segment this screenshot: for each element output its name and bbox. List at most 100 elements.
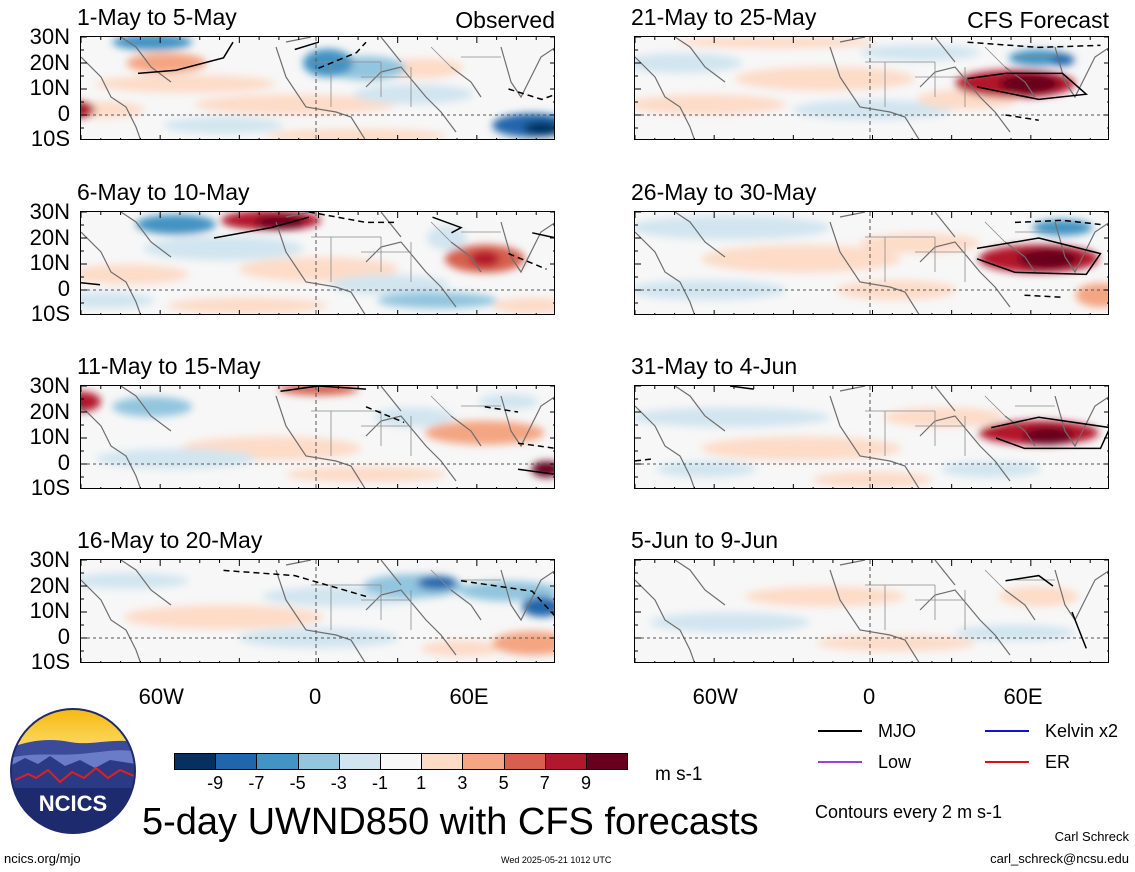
- colorbar-tick-label: 1: [416, 773, 427, 793]
- anomaly-region: [458, 581, 554, 602]
- colorbar-swatch: [215, 753, 258, 770]
- anomaly-region: [255, 215, 306, 230]
- anomaly-region: [812, 471, 933, 488]
- anomaly-region: [112, 396, 193, 417]
- country-borders: [865, 395, 1055, 456]
- lat-label: 10S: [30, 126, 70, 151]
- mjo-contour-positive: [1071, 611, 1087, 649]
- lat-label: 10S: [30, 475, 70, 500]
- mjo-contour-positive: [280, 386, 367, 392]
- anomaly-region: [955, 624, 1075, 641]
- lat-label: 10N: [29, 250, 70, 275]
- anomaly-region: [126, 53, 207, 73]
- colorbar-swatch: [544, 753, 587, 770]
- uwnd-anomaly-map: [80, 385, 555, 489]
- mjo-legend-line: [818, 730, 862, 732]
- colorbar-swatch: [256, 753, 299, 770]
- anomaly-region: [194, 94, 395, 115]
- panel-title: 16-May to 20-May: [77, 527, 263, 553]
- uwnd-anomaly-map: [634, 36, 1109, 140]
- anomaly-region: [81, 391, 101, 412]
- lon-label: 60W: [692, 684, 738, 709]
- anomaly-region: [81, 101, 95, 118]
- anomaly-region: [836, 280, 957, 300]
- lat-label: 20N: [29, 398, 70, 424]
- anomaly-region: [417, 575, 458, 590]
- colorbar-tick-label: 9: [580, 773, 592, 793]
- colorbar-swatch: [586, 753, 629, 770]
- mjo-contour-negative: [635, 458, 655, 462]
- mjo-contour-negative: [365, 406, 405, 424]
- anomaly-region: [492, 631, 554, 656]
- anomaly-region: [492, 297, 554, 314]
- anomaly-region: [112, 37, 193, 51]
- colorbar-tick-label: 7: [539, 773, 550, 793]
- lon-label: 60E: [1003, 684, 1043, 709]
- colorbar-swatch: [338, 753, 381, 770]
- mjo-contour-negative: [1014, 219, 1101, 226]
- anomaly-region: [1050, 53, 1075, 66]
- panel-tag: Observed: [455, 7, 555, 33]
- anomaly-region: [701, 436, 902, 461]
- mjo-contour-positive: [213, 216, 310, 239]
- lat-label: 20N: [29, 572, 70, 598]
- anomaly-region: [635, 53, 743, 73]
- colorbar-swatch: [380, 753, 423, 770]
- lat-label: 20N: [29, 49, 70, 75]
- country-borders: [311, 395, 501, 456]
- anomaly-region: [286, 466, 446, 483]
- mjo-contour-positive: [967, 72, 1089, 101]
- lat-label: 10S: [30, 301, 70, 326]
- anomaly-region: [238, 257, 399, 282]
- anomaly-region: [163, 117, 284, 134]
- anomaly-region: [81, 572, 189, 589]
- country-borders: [865, 569, 1055, 630]
- anomaly-region: [469, 250, 500, 267]
- anomaly-region: [1023, 426, 1074, 445]
- panel-title: 6-May to 10-May: [77, 179, 250, 205]
- er-legend-line: [985, 761, 1029, 763]
- lon-label: 0: [309, 684, 322, 709]
- contour-note: Contours every 2 m s-1: [815, 802, 1003, 822]
- author-email: carl_schreck@ncsu.edu: [990, 851, 1129, 866]
- anomaly-region: [745, 586, 905, 607]
- kelvin-legend-label: Kelvin x2: [1045, 721, 1119, 741]
- panel-title: 21-May to 25-May: [631, 4, 817, 30]
- lat-label: 30N: [29, 373, 70, 398]
- mjo-legend-label: MJO: [878, 721, 916, 741]
- colorbar-tick-label: 5: [498, 773, 509, 793]
- colorbar-swatch: [174, 753, 217, 770]
- anomaly-region: [1075, 283, 1108, 308]
- logo-text: NCICS: [39, 791, 107, 816]
- anomaly-region: [167, 297, 328, 314]
- author-name: Carl Schreck: [1054, 829, 1129, 844]
- anomaly-region: [635, 280, 787, 300]
- low-legend-label: Low: [878, 752, 912, 772]
- anomaly-region: [635, 407, 830, 428]
- lat-label: 10N: [29, 598, 70, 623]
- country-borders: [311, 221, 501, 282]
- anomaly-region: [1018, 248, 1079, 269]
- anomaly-region: [816, 635, 977, 652]
- anomaly-region: [266, 128, 447, 139]
- kelvin-legend-line: [985, 730, 1029, 732]
- anomaly-region: [701, 244, 902, 273]
- uwnd-anomaly-map: [80, 211, 555, 315]
- panel-title: 11-May to 15-May: [77, 353, 261, 379]
- lat-label: 0: [57, 623, 70, 649]
- lat-label: 0: [57, 449, 70, 475]
- anomaly-region: [941, 461, 1042, 478]
- mjo-contour-negative: [484, 406, 519, 413]
- mjo-contour-positive: [517, 468, 554, 475]
- mjo-contour-negative: [318, 41, 367, 69]
- anomaly-region: [523, 121, 554, 136]
- lat-label: 20N: [29, 224, 70, 250]
- anomaly-region: [143, 236, 304, 261]
- anomaly-region: [677, 37, 878, 49]
- anomaly-region: [123, 605, 324, 630]
- anomaly-region: [353, 84, 474, 105]
- mjo-contour-negative: [517, 442, 554, 449]
- colorbar-tick-label: -7: [248, 773, 265, 793]
- anomaly-region: [650, 612, 810, 633]
- anomaly-region: [635, 215, 830, 240]
